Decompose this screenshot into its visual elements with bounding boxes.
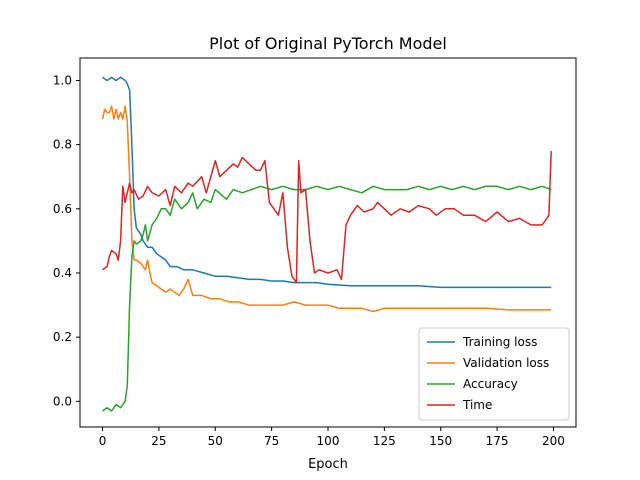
y-tick-label: 0.0 <box>53 394 72 408</box>
x-tick-label: 175 <box>486 434 509 448</box>
x-tick-label: 100 <box>317 434 340 448</box>
x-tick-label: 75 <box>264 434 279 448</box>
legend-label: Validation loss <box>463 356 549 370</box>
series-layer <box>101 76 552 412</box>
y-tick-label: 0.4 <box>53 266 72 280</box>
series-line-training-loss <box>102 76 552 289</box>
series-line-validation-loss <box>101 105 552 313</box>
series-line-time <box>102 151 552 284</box>
x-tick-label: 200 <box>542 434 565 448</box>
x-tick-label: 25 <box>151 434 166 448</box>
legend-box <box>418 327 570 421</box>
legend-label: Training loss <box>462 335 537 349</box>
legend-label: Accuracy <box>463 377 518 391</box>
x-axis-label: Epoch <box>308 457 348 472</box>
legend-label: Time <box>462 398 492 412</box>
y-tick-label: 0.6 <box>53 202 72 216</box>
chart-title: Plot of Original PyTorch Model <box>209 34 447 53</box>
x-tick-label: 50 <box>208 434 223 448</box>
x-tick-label: 125 <box>373 434 396 448</box>
x-tick-label: 0 <box>99 434 107 448</box>
x-tick-label: 150 <box>429 434 452 448</box>
x-axis-ticks: 0 25 50 75 100 125 150 175 200 <box>99 427 565 448</box>
y-axis-ticks: 0.0 0.2 0.4 0.6 0.8 1.0 <box>53 73 80 408</box>
y-tick-label: 0.2 <box>53 330 72 344</box>
y-tick-label: 0.8 <box>53 138 72 152</box>
y-tick-label: 1.0 <box>53 73 72 87</box>
series-line-accuracy <box>102 185 552 412</box>
legend: Training loss Validation loss Accuracy Time <box>418 327 570 421</box>
